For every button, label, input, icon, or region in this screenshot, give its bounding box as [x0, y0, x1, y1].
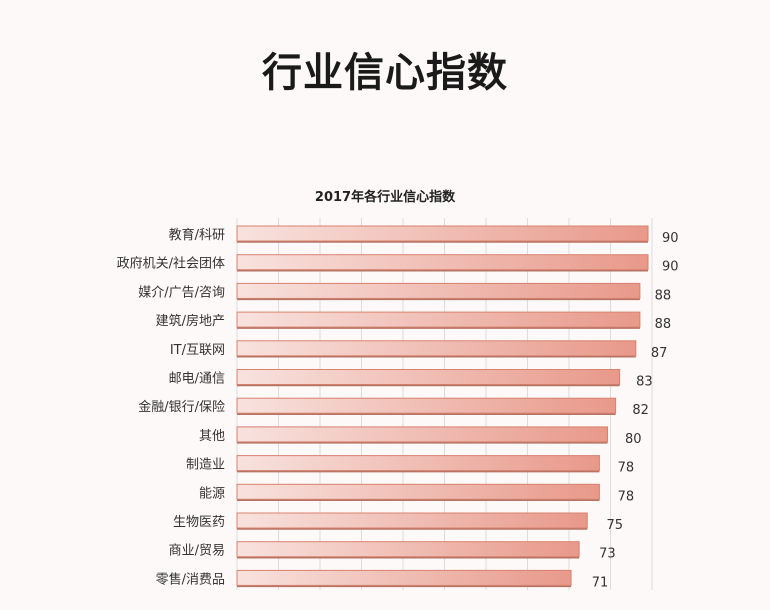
bar — [236, 340, 637, 357]
value-label: 80 — [625, 432, 642, 447]
bar — [236, 426, 608, 443]
bars: 教育/科研 90 政府机关/社会团体 90 媒介/广告/咨询 88 建筑/房地产 88 IT/互… — [117, 225, 679, 590]
category-label: IT/互联网 — [170, 343, 225, 358]
value-label: 87 — [651, 346, 668, 361]
bar — [236, 397, 617, 414]
category-label: 金融/银行/保险 — [138, 399, 225, 415]
value-label: 71 — [592, 575, 609, 590]
category-label: 零售/消费品 — [156, 571, 225, 587]
category-label: 其他 — [199, 429, 225, 444]
value-label: 90 — [662, 231, 679, 246]
category-label: 政府机关/社会团体 — [117, 256, 225, 272]
bar — [236, 455, 600, 472]
category-label: 商业/贸易 — [169, 544, 225, 559]
value-label: 88 — [655, 288, 672, 303]
bar — [236, 282, 641, 299]
page-title: 行业信心指数 — [262, 50, 508, 96]
category-label: 生物医药 — [173, 515, 225, 530]
bar — [236, 225, 649, 242]
bar — [236, 254, 649, 271]
value-label: 83 — [636, 375, 653, 390]
category-label: 媒介/广告/咨询 — [138, 285, 225, 300]
bar — [236, 541, 580, 558]
value-label: 90 — [662, 260, 679, 275]
category-label: 制造业 — [186, 458, 225, 473]
value-label: 88 — [655, 317, 672, 332]
value-label: 82 — [632, 403, 649, 418]
bar — [236, 483, 600, 500]
value-label: 73 — [599, 547, 616, 562]
value-label: 78 — [618, 489, 635, 504]
bar — [236, 569, 572, 586]
value-label: 75 — [607, 518, 624, 533]
bar — [236, 311, 641, 328]
category-label: 邮电/通信 — [169, 372, 225, 387]
bar — [236, 512, 588, 529]
category-label: 能源 — [199, 486, 225, 501]
category-label: 建筑/房地产 — [156, 313, 225, 329]
category-label: 教育/科研 — [169, 227, 225, 243]
bar — [236, 369, 621, 385]
chart-title: 2017年各行业信心指数 — [315, 189, 456, 205]
value-label: 78 — [618, 461, 635, 476]
